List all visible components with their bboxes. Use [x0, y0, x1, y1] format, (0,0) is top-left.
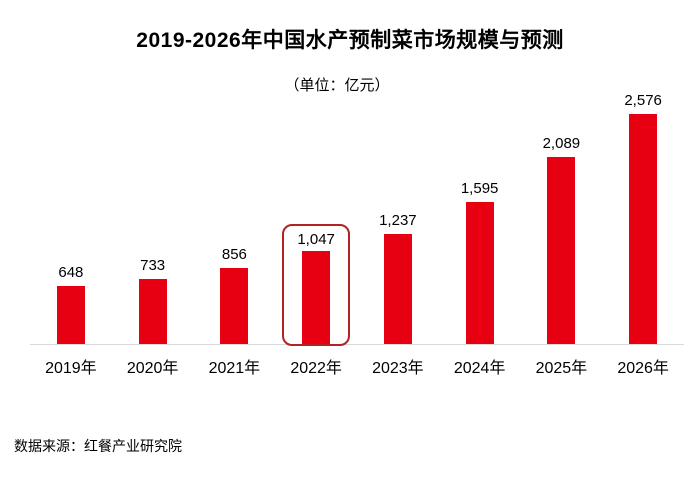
bar-column: 1,237 — [357, 211, 439, 344]
bar-column: 1,047 — [275, 224, 357, 346]
bar-2020年 — [138, 279, 167, 344]
bar-value-label: 1,047 — [297, 231, 335, 248]
x-axis-label: 2022年 — [290, 360, 342, 377]
x-axis-label: 2020年 — [126, 360, 179, 377]
bar-column: 733 — [112, 256, 194, 344]
x-axis-label: 2023年 — [372, 360, 424, 377]
bar-value-label: 2,089 — [542, 135, 581, 152]
bar-column: 856 — [194, 245, 276, 344]
bar-2022年 — [302, 251, 331, 344]
x-axis-label: 2021年 — [208, 360, 261, 377]
bar-2024年 — [465, 202, 494, 344]
bar-value-label: 1,595 — [460, 180, 499, 197]
bar-value-label: 856 — [221, 246, 247, 263]
bar-value-label: 2,576 — [624, 92, 662, 109]
bar-value-label: 733 — [140, 257, 166, 274]
data-source-note: 数据来源：红餐产业研究院 — [14, 438, 182, 454]
bar-value-label: 1,237 — [379, 212, 417, 229]
bar-2023年 — [383, 234, 412, 344]
bar-column: 1,595 — [439, 179, 521, 344]
bar-2019年 — [56, 286, 85, 344]
highlight-box: 1,047 — [282, 224, 350, 346]
chart-title: 2019-2026年中国水产预制菜市场规模与预测 — [136, 29, 564, 52]
bar-column: 2,576 — [602, 91, 684, 344]
bar-chart: 648 733 856 1,047 1,237 1,595 2,089 2,576 2019年… — [30, 90, 684, 378]
plot-area: 648 733 856 1,047 1,237 1,595 2,089 2,576 — [30, 90, 684, 346]
bar-2021年 — [220, 268, 249, 344]
x-axis-label: 2019年 — [45, 360, 97, 377]
bar-2026年 — [629, 114, 658, 344]
x-axis-labels: 2019年 2020年 2021年 2022年 2023年 2024年 2025年 2026年 — [30, 345, 684, 378]
bar-column: 648 — [30, 263, 112, 344]
bar-column: 2,089 — [521, 134, 603, 344]
bar-2025年 — [547, 157, 576, 344]
x-axis-label: 2024年 — [453, 360, 506, 377]
bar-value-label: 648 — [58, 264, 84, 281]
chart-unit-label: （单位：亿元） — [284, 77, 390, 94]
x-axis-label: 2026年 — [617, 360, 669, 377]
x-axis-label: 2025年 — [535, 360, 588, 377]
